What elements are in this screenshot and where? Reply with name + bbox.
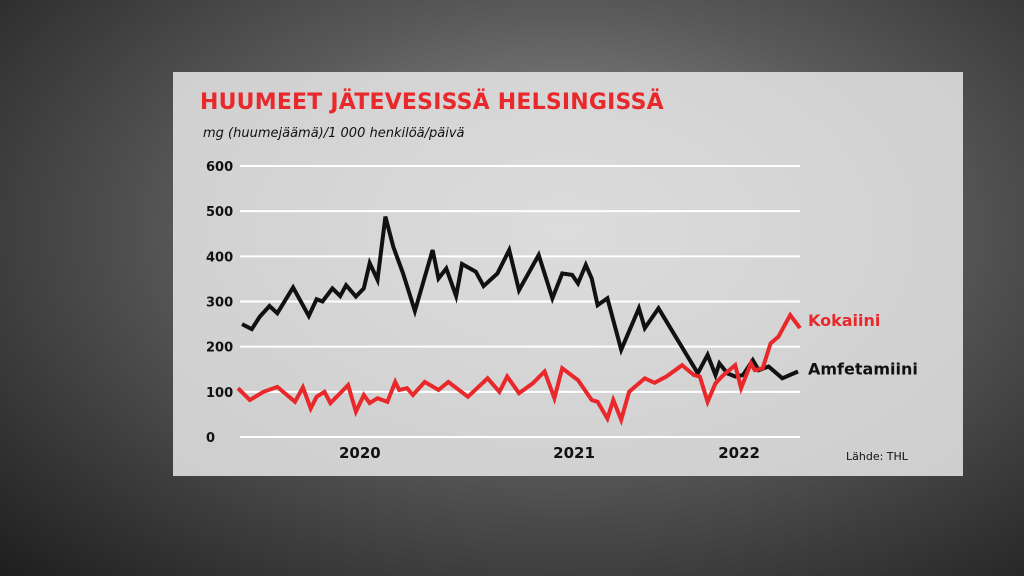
source-label: Lähde: THL (846, 450, 908, 463)
y-tick-label: 600 (206, 160, 233, 175)
y-tick-label: 500 (206, 205, 233, 220)
x-tick-label: 2021 (553, 444, 595, 462)
y-tick-label: 100 (206, 386, 233, 401)
series-line-amfetamiini (241, 216, 799, 381)
y-tick-label: 200 (206, 341, 233, 356)
series-label-kokaiini: Kokaiini (808, 311, 880, 330)
series-label-amfetamiini: Amfetamiini (808, 360, 918, 379)
y-tick-label: 400 (206, 250, 233, 265)
y-tick-label: 0 (206, 431, 215, 446)
y-tick-label: 300 (206, 296, 233, 311)
chart-subtitle: mg (huumejäämä)/1 000 henkilöä/päivä (203, 126, 465, 141)
chart-title: HUUMEET JÄTEVESISSÄ HELSINGISSÄ (200, 90, 664, 115)
x-tick-label: 2020 (339, 444, 381, 462)
x-tick-label: 2022 (718, 444, 760, 462)
series-line-kokaiini (236, 311, 802, 427)
